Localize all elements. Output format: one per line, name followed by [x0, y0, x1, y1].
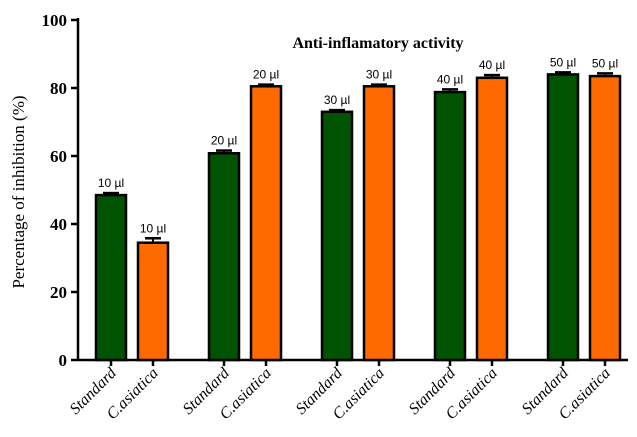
bar [320, 110, 354, 362]
data-label: 10 µl [98, 176, 124, 190]
y-tick-label: 0 [59, 351, 68, 370]
bar [249, 85, 283, 362]
data-label: 30 µl [324, 93, 350, 107]
data-label: 40 µl [437, 72, 463, 86]
y-tick-label: 80 [50, 79, 67, 98]
y-axis-label: Percentage of inhibition (%) [9, 95, 28, 288]
y-tick-label: 100 [42, 11, 68, 30]
data-label: 40 µl [479, 58, 505, 72]
data-label: 50 µl [592, 56, 618, 70]
y-tick-label: 20 [50, 283, 67, 302]
data-label: 30 µl [366, 68, 392, 82]
data-label: 10 µl [140, 221, 166, 235]
y-tick-label: 60 [50, 147, 67, 166]
bar [546, 73, 580, 362]
bars: 10 µl 10 µl 20 µl 20 µl 30 µl 30 µl 40 µl 40 µl… [94, 55, 622, 362]
data-label: 20 µl [211, 134, 237, 148]
bar [207, 152, 241, 362]
bar [433, 90, 467, 362]
chart-title: Anti-inflamatory activity [292, 35, 463, 52]
bar [94, 193, 128, 362]
bar [362, 85, 396, 362]
data-label: 20 µl [253, 68, 279, 82]
bar [136, 241, 170, 362]
bar [475, 76, 509, 362]
y-tick-label: 40 [50, 215, 67, 234]
data-label: 50 µl [550, 55, 576, 69]
bar [588, 74, 622, 362]
